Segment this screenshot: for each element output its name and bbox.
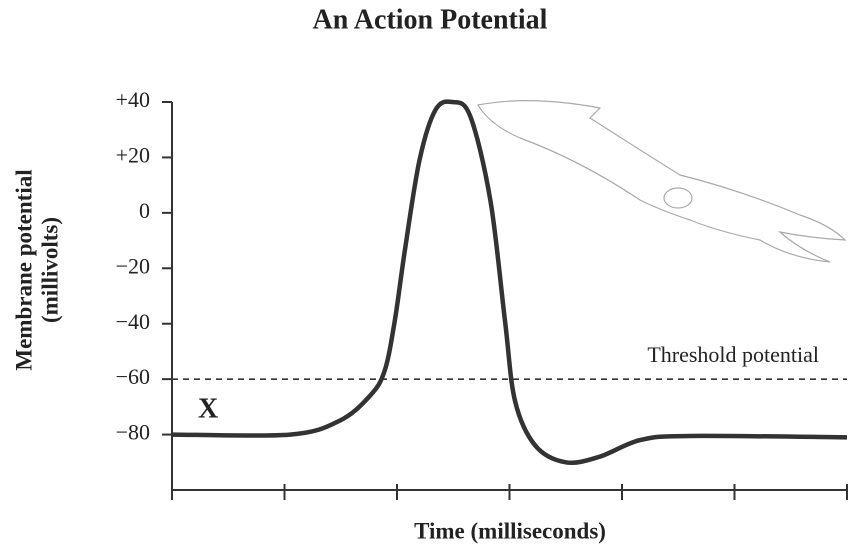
chart-title: An Action Potential — [313, 4, 548, 35]
y-tick-label: 0 — [139, 198, 150, 223]
y-axis-label: Membrane potential — [11, 169, 36, 370]
y-axis-label: (millivolts) — [37, 217, 62, 323]
y-tick-label: −20 — [116, 253, 150, 278]
y-tick-label: +40 — [116, 87, 150, 112]
y-tick-label: −80 — [116, 420, 150, 445]
y-tick-label: +20 — [116, 142, 150, 167]
threshold-label: Threshold potential — [647, 342, 819, 367]
y-tick-label: −40 — [116, 309, 150, 334]
x-axis-label: Time (milliseconds) — [414, 518, 606, 543]
marker-label: X — [198, 393, 218, 424]
squid-sketch — [477, 100, 847, 263]
data-line — [171, 99, 848, 465]
y-tick-label: −60 — [116, 364, 150, 389]
